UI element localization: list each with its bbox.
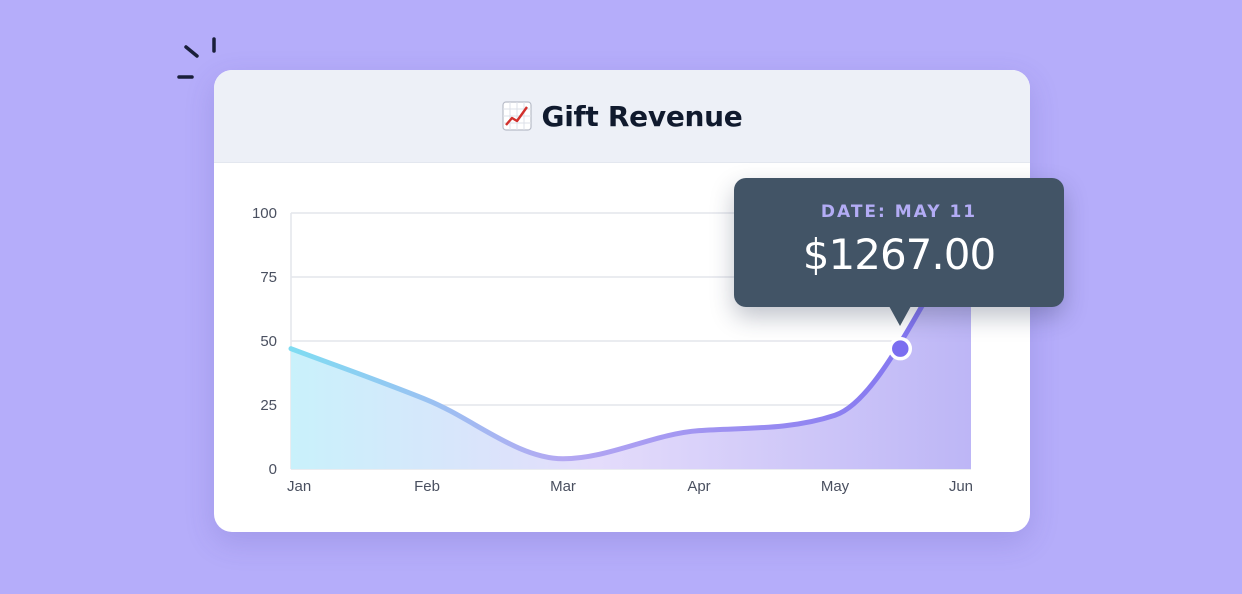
card-title: Gift Revenue [541, 99, 743, 133]
tooltip-value: $1267.00 [802, 230, 996, 279]
chart-increasing-icon [501, 101, 532, 131]
sparkle-icon [177, 37, 216, 79]
revenue-line [288, 223, 974, 462]
revenue-area [291, 225, 971, 469]
x-tick-label: Jan [287, 478, 311, 495]
x-tick-label: Apr [687, 478, 710, 495]
y-tick-label: 0 [269, 461, 277, 478]
y-tick-label: 100 [252, 205, 277, 222]
value-tooltip: DATE: MAY 11 $1267.00 [734, 178, 1064, 326]
tooltip-date-label: DATE: MAY 11 [820, 202, 978, 222]
x-tick-label: Mar [550, 478, 576, 495]
y-tick-label: 75 [260, 269, 277, 286]
x-tick-label: Feb [414, 478, 440, 495]
x-tick-label: Jun [949, 478, 973, 495]
x-tick-label: May [821, 478, 850, 495]
card-header: Gift Revenue [214, 70, 1030, 163]
y-tick-label: 50 [260, 333, 277, 350]
y-tick-label: 25 [260, 397, 277, 414]
highlight-point[interactable] [888, 336, 913, 361]
